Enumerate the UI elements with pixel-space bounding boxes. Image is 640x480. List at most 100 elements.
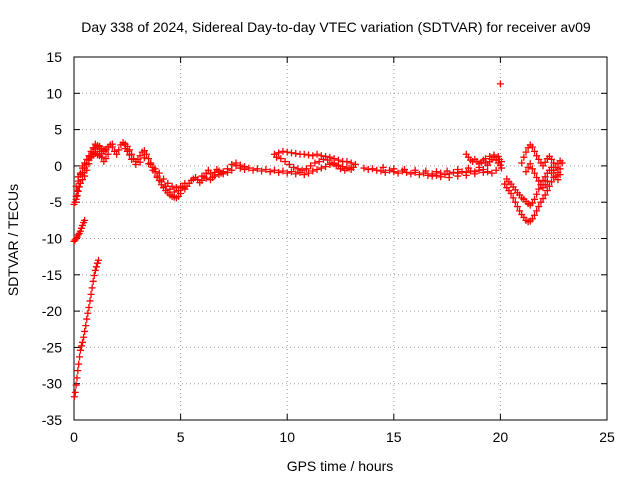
- data-point: [73, 187, 81, 195]
- data-point: [445, 174, 453, 182]
- data-point: [102, 146, 110, 154]
- data-point: [75, 360, 83, 368]
- data-point: [343, 164, 351, 172]
- data-point: [481, 155, 489, 163]
- y-tick-label: -35: [42, 412, 62, 428]
- data-point: [287, 149, 295, 157]
- y-tick-label: -5: [50, 194, 63, 210]
- data-point: [319, 155, 327, 163]
- data-point: [317, 164, 325, 172]
- data-point: [89, 277, 97, 285]
- data-point: [535, 203, 543, 211]
- data-point: [79, 338, 87, 346]
- data-point: [552, 163, 560, 171]
- data-point: [298, 166, 306, 174]
- data-point: [528, 215, 536, 223]
- data-point: [528, 165, 536, 173]
- data-point: [454, 166, 462, 174]
- data-point: [136, 158, 144, 166]
- data-point: [300, 171, 308, 179]
- x-axis-label: GPS time / hours: [287, 458, 394, 474]
- data-point: [75, 183, 83, 191]
- data-point: [443, 167, 451, 175]
- data-point: [464, 164, 472, 172]
- x-tick-label: 15: [386, 429, 402, 445]
- data-point: [437, 173, 445, 181]
- data-point: [309, 167, 317, 175]
- data-point: [89, 144, 97, 152]
- data-point: [70, 393, 78, 401]
- data-point: [507, 189, 515, 197]
- data-point: [136, 152, 144, 160]
- data-point: [422, 167, 430, 175]
- data-point: [535, 177, 543, 185]
- data-point: [539, 162, 547, 170]
- data-point: [81, 216, 89, 224]
- data-point: [531, 147, 539, 155]
- x-tick-label: 0: [70, 429, 78, 445]
- data-point: [531, 169, 539, 177]
- data-point: [347, 159, 355, 167]
- data-point: [394, 169, 402, 177]
- data-point: [153, 174, 161, 182]
- data-point: [324, 156, 332, 164]
- data-point: [85, 152, 93, 160]
- data-point: [326, 160, 334, 168]
- data-point: [249, 166, 257, 174]
- data-point: [484, 161, 492, 169]
- data-point: [283, 148, 291, 156]
- data-point: [245, 164, 253, 172]
- data-point: [287, 168, 295, 176]
- data-point: [273, 153, 281, 161]
- data-point: [85, 303, 93, 311]
- data-point: [313, 166, 321, 174]
- data-point: [81, 159, 89, 167]
- y-axis-label: SDTVAR / TECUs: [5, 184, 21, 296]
- data-point: [90, 272, 98, 280]
- y-tick-label: 5: [54, 122, 62, 138]
- data-point: [516, 207, 524, 215]
- data-point: [381, 168, 389, 176]
- data-point: [91, 266, 99, 274]
- data-point: [524, 163, 532, 171]
- data-point: [132, 160, 140, 168]
- data-point: [206, 176, 214, 184]
- data-point: [177, 182, 185, 190]
- data-point: [533, 152, 541, 160]
- data-point: [311, 159, 319, 167]
- y-tick-label: -10: [42, 231, 62, 247]
- data-point: [79, 176, 87, 184]
- data-point: [300, 150, 308, 158]
- data-point: [277, 155, 285, 163]
- data-point: [72, 192, 80, 200]
- data-point: [364, 166, 372, 174]
- data-point: [266, 168, 274, 176]
- y-tick-label: -30: [42, 376, 62, 392]
- data-point: [518, 159, 526, 167]
- data-point: [290, 163, 298, 171]
- data-point: [73, 374, 81, 382]
- data-point: [386, 166, 394, 174]
- data-point: [497, 164, 505, 172]
- data-point: [535, 155, 543, 163]
- data-point: [347, 166, 355, 174]
- data-point: [215, 171, 223, 179]
- data-point: [458, 168, 466, 176]
- data-point: [76, 169, 84, 177]
- data-point: [377, 167, 385, 175]
- data-point: [558, 159, 566, 167]
- data-point: [528, 199, 536, 207]
- data-point: [283, 169, 291, 177]
- data-point: [343, 158, 351, 166]
- data-point: [86, 297, 94, 305]
- data-point: [513, 203, 521, 211]
- data-point: [281, 158, 289, 166]
- data-point: [492, 166, 500, 174]
- data-point: [533, 174, 541, 182]
- data-point: [79, 164, 87, 172]
- data-point: [454, 172, 462, 180]
- data-point: [307, 162, 315, 170]
- data-point: [488, 169, 496, 177]
- data-point: [72, 381, 80, 389]
